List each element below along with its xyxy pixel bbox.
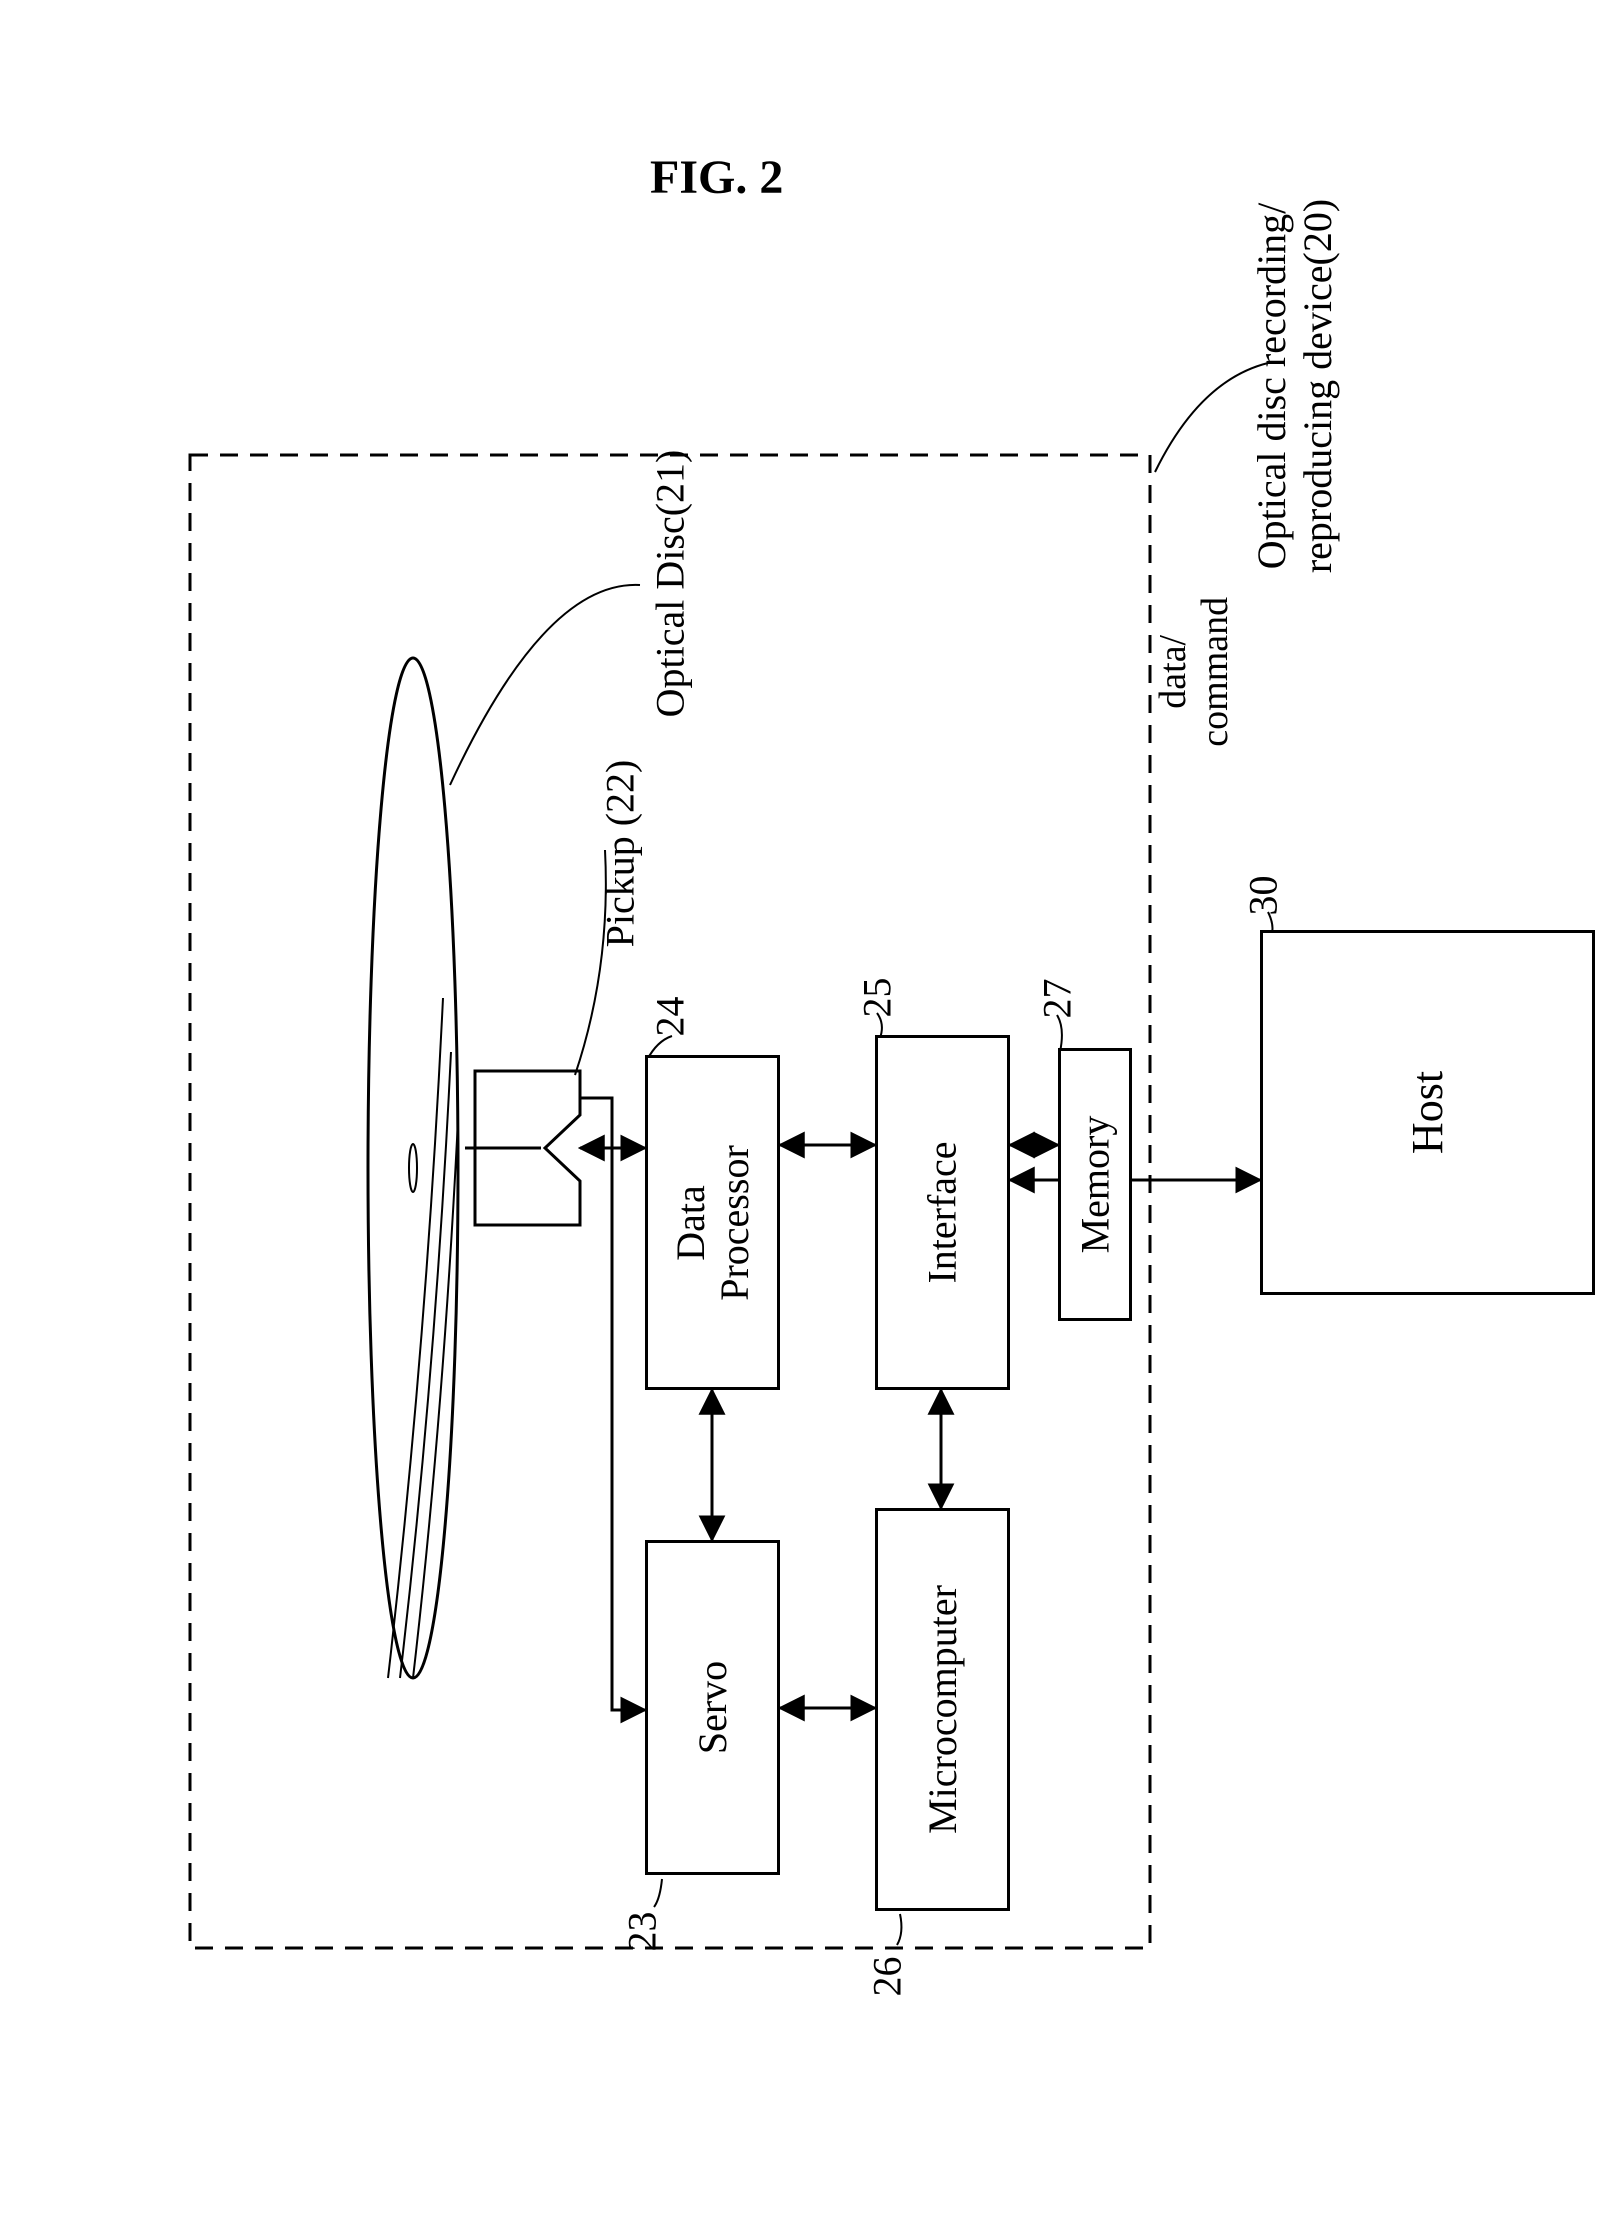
data-processor-label: Data Processor — [669, 1145, 757, 1301]
leader-27 — [1057, 1015, 1062, 1052]
interface-block: Interface — [875, 1035, 1010, 1390]
servo-label: Servo — [689, 1661, 736, 1754]
mem-num: 27 — [1034, 969, 1081, 1019]
servo-num: 23 — [619, 1902, 666, 1952]
microcomputer-label: Microcomputer — [919, 1585, 966, 1834]
host-label: Host — [1402, 1071, 1453, 1154]
disc-label-text: Optical Disc(21) — [648, 450, 693, 718]
if-num: 25 — [854, 968, 901, 1018]
figure-canvas: FIG. 2 — [0, 0, 1597, 2219]
leader-26 — [897, 1914, 901, 1945]
disc-grooves — [388, 998, 458, 1678]
pickup-icon — [475, 1071, 580, 1225]
mcu-num: 26 — [864, 1947, 911, 1997]
microcomputer-block: Microcomputer — [875, 1508, 1010, 1911]
device-label-text: Optical disc recording/ reproducing devi… — [1249, 199, 1340, 573]
figure-title: FIG. 2 — [650, 150, 783, 205]
data-command-text: data/ command — [1152, 597, 1236, 747]
host-block: Host — [1260, 930, 1595, 1295]
disc-label: Optical Disc(21) — [647, 404, 694, 764]
data-processor-block: Data Processor — [645, 1055, 780, 1390]
servo-block: Servo — [645, 1540, 780, 1875]
pickup-label-text: Pickup (22) — [598, 760, 643, 948]
host-num: 30 — [1240, 866, 1287, 916]
device-label: Optical disc recording/ reproducing devi… — [1249, 161, 1341, 611]
memory-label: Memory — [1072, 1116, 1119, 1254]
optical-disc-icon — [368, 658, 458, 1678]
dp-num: 24 — [647, 987, 694, 1037]
pickup-label: Pickup (22) — [597, 734, 644, 974]
figure-title-text: FIG. 2 — [650, 151, 783, 204]
memory-block: Memory — [1058, 1048, 1132, 1321]
disc-center — [409, 1144, 417, 1192]
data-command-label: data/ command — [1153, 562, 1237, 782]
interface-label: Interface — [919, 1141, 966, 1283]
conn-pickup-servo — [580, 1098, 645, 1710]
